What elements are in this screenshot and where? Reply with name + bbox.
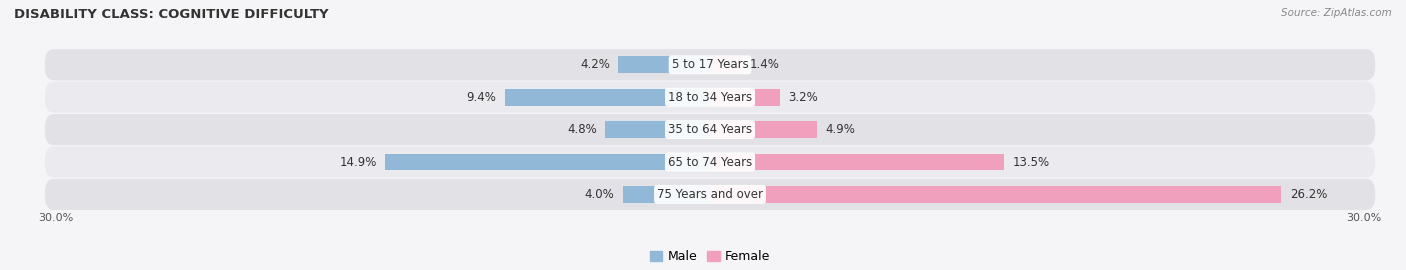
Text: 4.8%: 4.8% (567, 123, 596, 136)
Text: 5 to 17 Years: 5 to 17 Years (672, 58, 748, 71)
Bar (710, 56, 741, 73)
Text: 4.2%: 4.2% (579, 58, 610, 71)
Text: 13.5%: 13.5% (1012, 156, 1050, 168)
Text: 9.4%: 9.4% (467, 91, 496, 104)
Text: 1.4%: 1.4% (749, 58, 779, 71)
Text: 4.9%: 4.9% (825, 123, 855, 136)
Bar (623, 186, 710, 203)
Bar (606, 121, 710, 138)
Bar (710, 121, 817, 138)
Text: Source: ZipAtlas.com: Source: ZipAtlas.com (1281, 8, 1392, 18)
Bar (619, 56, 710, 73)
FancyBboxPatch shape (45, 179, 1375, 210)
Text: 26.2%: 26.2% (1289, 188, 1327, 201)
Legend: Male, Female: Male, Female (648, 248, 772, 266)
Bar (385, 154, 710, 170)
Bar (505, 89, 710, 106)
FancyBboxPatch shape (45, 49, 1375, 80)
Text: 18 to 34 Years: 18 to 34 Years (668, 91, 752, 104)
Text: DISABILITY CLASS: COGNITIVE DIFFICULTY: DISABILITY CLASS: COGNITIVE DIFFICULTY (14, 8, 329, 21)
Text: 65 to 74 Years: 65 to 74 Years (668, 156, 752, 168)
FancyBboxPatch shape (45, 82, 1375, 113)
Bar (710, 89, 780, 106)
Text: 3.2%: 3.2% (789, 91, 818, 104)
Text: 75 Years and over: 75 Years and over (657, 188, 763, 201)
Text: 4.0%: 4.0% (585, 188, 614, 201)
Bar (710, 154, 1004, 170)
Text: 14.9%: 14.9% (339, 156, 377, 168)
Text: 35 to 64 Years: 35 to 64 Years (668, 123, 752, 136)
FancyBboxPatch shape (45, 146, 1375, 178)
Bar (710, 186, 1281, 203)
FancyBboxPatch shape (45, 114, 1375, 145)
